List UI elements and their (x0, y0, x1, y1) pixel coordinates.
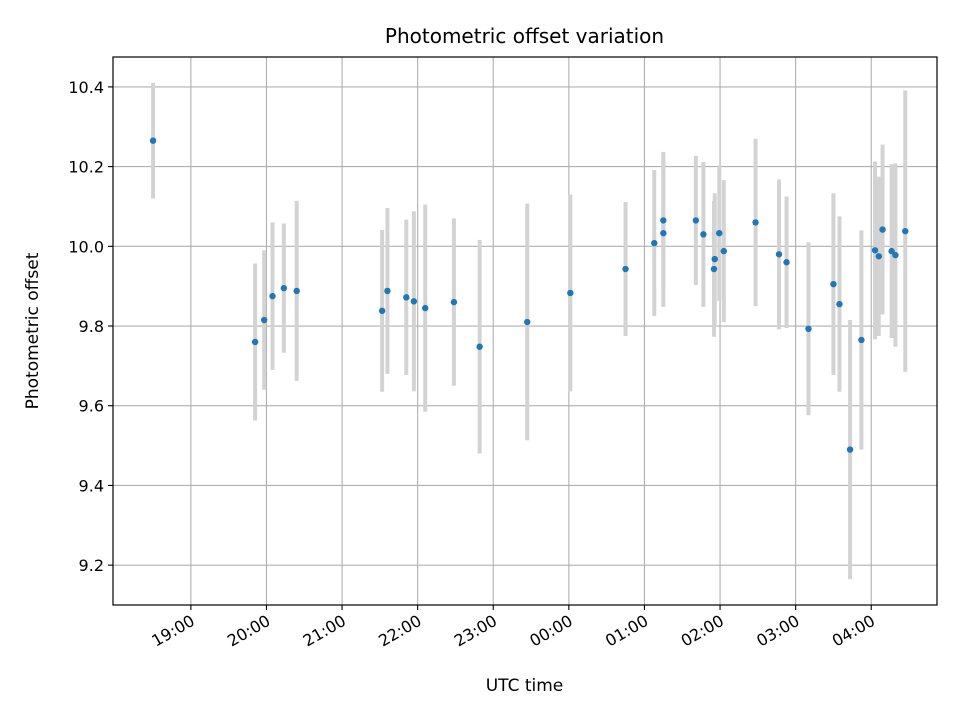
x-tick-label: 00:00 (526, 611, 575, 651)
data-point (783, 259, 790, 266)
data-point (871, 247, 879, 254)
data-point (858, 336, 865, 344)
x-tick-label: 21:00 (300, 611, 349, 651)
x-axis-ticks: 19:00 20:00 21:00 22:00 23:00 00:00 01:00 02:00… (148, 605, 878, 651)
data-point (711, 255, 718, 263)
x-tick-label: 01:00 (602, 611, 651, 651)
data-points (149, 137, 909, 453)
x-tick-label: 19:00 (148, 611, 197, 651)
x-tick-label: 20:00 (224, 611, 273, 651)
x-axis-label: UTC time (486, 676, 564, 696)
x-tick-label: 04:00 (829, 611, 878, 651)
y-axis-ticks: 9.2 9.4 9.6 9.8 10.0 10.2 10.4 (68, 78, 113, 575)
y-tick-label: 9.8 (79, 317, 104, 336)
data-point (892, 251, 899, 259)
x-tick-label: 02:00 (678, 611, 727, 651)
data-point (875, 253, 882, 260)
data-point (149, 137, 157, 144)
data-point (720, 247, 728, 255)
data-point (378, 307, 386, 315)
data-point (716, 229, 723, 237)
data-point (403, 294, 410, 301)
y-tick-label: 9.2 (79, 556, 104, 575)
y-tick-label: 10.2 (68, 158, 104, 177)
data-point (293, 287, 300, 295)
y-tick-label: 10.0 (68, 237, 104, 256)
x-tick-label: 23:00 (451, 611, 500, 651)
data-point (710, 265, 718, 273)
plot-frame (112, 56, 938, 606)
data-point (846, 446, 854, 453)
data-point (836, 300, 843, 308)
data-point (567, 289, 574, 297)
data-point (879, 226, 886, 233)
data-point (384, 287, 391, 295)
data-point (450, 298, 458, 306)
y-tick-label: 9.6 (79, 397, 104, 416)
x-tick-label: 03:00 (753, 611, 802, 651)
chart-title: Photometric offset variation (385, 24, 664, 48)
y-tick-label: 9.4 (79, 476, 104, 495)
data-point (260, 316, 268, 324)
grid (113, 57, 937, 605)
data-point (660, 217, 667, 224)
data-point (524, 318, 531, 326)
data-point (410, 298, 418, 305)
data-point (752, 219, 759, 226)
data-point (888, 247, 895, 255)
data-point (476, 343, 483, 350)
data-point (622, 265, 629, 273)
x-tick-label: 22:00 (375, 611, 424, 651)
data-point (805, 325, 812, 333)
data-point (422, 304, 429, 312)
data-point (830, 280, 837, 288)
data-point (902, 227, 909, 235)
y-tick-label: 10.4 (68, 78, 104, 97)
data-point (692, 217, 700, 224)
data-point (280, 284, 288, 292)
data-point (660, 229, 667, 237)
data-point (700, 231, 707, 238)
y-axis-label: Photometric offset (23, 252, 43, 409)
error-bars (151, 82, 908, 580)
data-point (651, 239, 658, 247)
data-point (269, 292, 276, 300)
data-point (775, 251, 783, 258)
data-point (251, 338, 259, 346)
